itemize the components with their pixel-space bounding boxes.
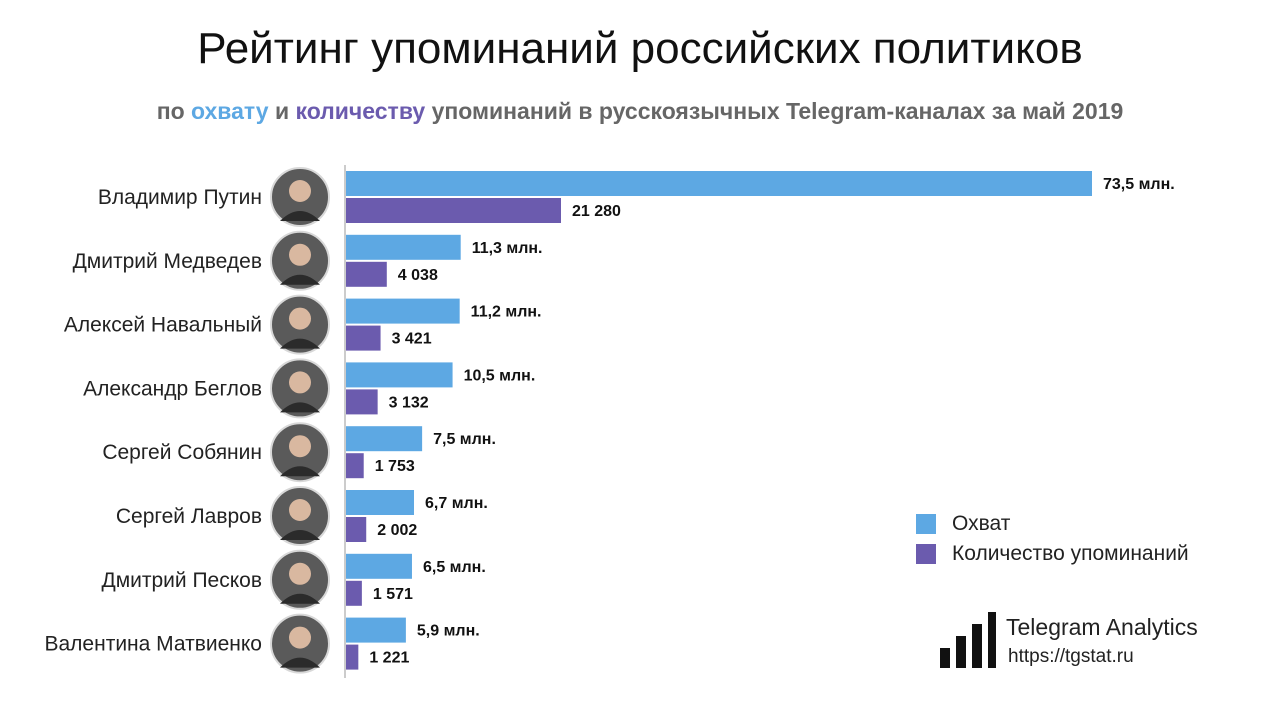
bar-reach: [346, 298, 460, 324]
data-label-count: 21 280: [572, 203, 621, 220]
category-label: Дмитрий Медведев: [73, 250, 262, 273]
category-label: Дмитрий Песков: [101, 569, 262, 592]
bar-count: [346, 644, 359, 670]
data-label-reach: 73,5 млн.: [1103, 176, 1175, 193]
bar-count: [346, 198, 561, 223]
category-label: Алексей Навальный: [64, 314, 262, 337]
avatar-shoulders: [280, 211, 320, 221]
data-label-reach: 5,9 млн.: [417, 623, 480, 640]
legend-swatch-count: [916, 544, 936, 564]
category-label: Александр Беглов: [83, 377, 262, 400]
category-label: Валентина Матвиенко: [44, 633, 262, 656]
avatar-shoulders: [280, 274, 320, 285]
data-label-reach: 6,5 млн.: [423, 559, 486, 576]
avatar-face: [289, 626, 311, 649]
legend-label-reach: Охват: [952, 512, 1011, 535]
bar-count: [346, 580, 362, 606]
bar-reach: [346, 171, 1092, 196]
subtitle-count-word: количеству: [295, 98, 426, 124]
telegram-analytics-logo-icon: [940, 612, 996, 668]
bar-reach: [346, 617, 406, 643]
avatar-shoulders: [280, 657, 320, 668]
brand-url: https://tgstat.ru: [1008, 646, 1134, 667]
avatar-shoulders: [280, 466, 320, 477]
bar-reach: [346, 426, 423, 452]
avatar-face: [289, 562, 311, 585]
bar-reach: [346, 553, 412, 579]
data-label-count: 1 753: [375, 458, 415, 475]
subtitle-suffix: упоминаний в русскоязычных Telegram-кана…: [425, 98, 1124, 124]
data-label-count: 1 221: [369, 650, 409, 667]
data-label-reach: 10,5 млн.: [464, 367, 536, 384]
avatar-face: [289, 243, 311, 266]
category-label: Владимир Путин: [98, 186, 262, 209]
legend-label-count: Количество упоминаний: [952, 542, 1189, 565]
avatar-face: [289, 180, 311, 202]
subtitle-and: и: [268, 98, 296, 124]
legend-swatch-reach: [916, 514, 936, 534]
category-label: Сергей Собянин: [102, 441, 262, 464]
avatar-face: [289, 435, 311, 458]
bar-count: [346, 389, 378, 415]
data-label-count: 3 421: [392, 331, 432, 348]
brand-name: Telegram Analytics: [1006, 614, 1198, 640]
data-label-reach: 11,2 млн.: [471, 304, 542, 321]
data-label-reach: 11,3 млн.: [472, 240, 543, 257]
bar-count: [346, 517, 367, 542]
bar-reach: [346, 234, 461, 260]
avatar-shoulders: [280, 593, 320, 604]
bar-count: [346, 261, 387, 287]
category-label: Сергей Лавров: [116, 505, 262, 528]
data-label-count: 2 002: [377, 522, 417, 539]
avatar-shoulders: [280, 402, 320, 413]
avatar-face: [289, 499, 311, 521]
data-label-count: 4 038: [398, 267, 438, 284]
avatar-face: [289, 371, 311, 394]
avatar-face: [289, 307, 311, 330]
data-label-count: 1 571: [373, 586, 413, 603]
avatar-shoulders: [280, 530, 320, 540]
chart-subtitle: по охвату и количеству упоминаний в русс…: [0, 98, 1280, 125]
bar-count: [346, 453, 364, 479]
bar-count: [346, 325, 381, 351]
subtitle-prefix: по: [156, 98, 192, 124]
bar-reach: [346, 362, 453, 388]
chart-title: Рейтинг упоминаний российских политиков: [197, 24, 1083, 73]
subtitle-reach-word: охвату: [191, 98, 269, 124]
avatar-shoulders: [280, 338, 320, 349]
data-label-reach: 7,5 млн.: [433, 431, 496, 448]
data-label-reach: 6,7 млн.: [425, 495, 488, 512]
data-label-count: 3 132: [389, 394, 429, 411]
bar-reach: [346, 490, 415, 515]
